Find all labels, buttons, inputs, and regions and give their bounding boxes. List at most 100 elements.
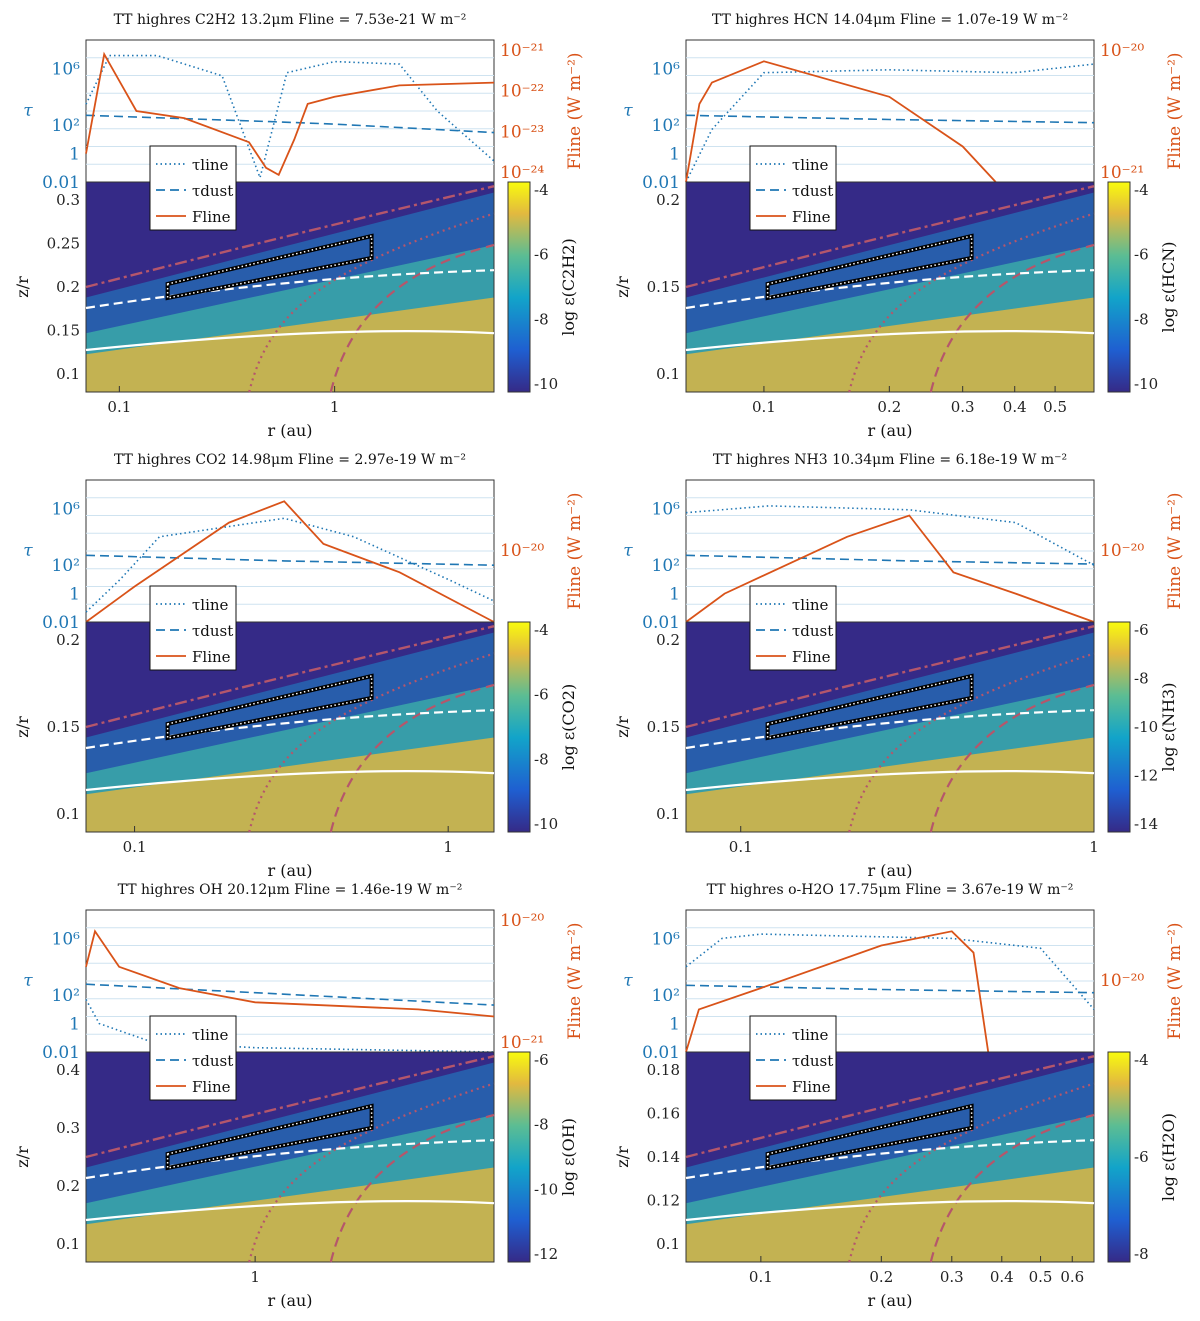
panel-co2: TT highres CO2 14.98μm Fline = 2.97e-19 …	[13, 452, 585, 880]
surface-solid-white	[85, 330, 495, 352]
panel-hcn: TT highres HCN 14.04μm Fline = 1.07e-19 …	[613, 12, 1185, 440]
panel-nh3: TT highres NH3 10.34μm Fline = 6.18e-19 …	[613, 452, 1185, 880]
flux-axis-label: Fline (W m⁻²)	[565, 922, 585, 1039]
tau-tick-label: 10⁶	[52, 59, 81, 79]
flux-tick-label: 10⁻²¹	[500, 1033, 544, 1053]
x-tick-label: 0.2	[877, 398, 901, 416]
x-tick-label: 0.1	[749, 1268, 773, 1286]
panel-title: TT highres OH 20.12μm Fline = 1.46e-19 W…	[118, 882, 463, 898]
flux-axis-label: Fline (W m⁻²)	[1165, 492, 1185, 609]
colorbar	[507, 181, 531, 393]
colorbar-tick-label: -4	[534, 181, 549, 199]
x-tick-label: 1	[250, 1268, 260, 1286]
tau-axis-label: τ	[23, 101, 33, 121]
x-tick-label: 0.2	[869, 1268, 893, 1286]
tau-tick-label: 10²	[652, 116, 680, 136]
colorbar	[1107, 181, 1131, 393]
colorbar-label: log ε(NH3)	[1159, 683, 1178, 772]
legend-tau-dust-label: τdust	[192, 622, 233, 640]
flux-tick-label: 10⁻²¹	[500, 41, 544, 61]
z-tick-label: 0.12	[647, 1192, 680, 1210]
emitting-region-dots	[166, 1105, 373, 1169]
legend-tau-line-label: τline	[192, 156, 229, 174]
z-axis-label: z/r	[613, 1146, 632, 1168]
tau-axis-label: τ	[23, 541, 33, 561]
colorbar-tick-label: -8	[1134, 670, 1149, 688]
colorbar-tick-label: -8	[534, 1116, 549, 1134]
x-axis-label: r (au)	[867, 1291, 912, 1310]
colorbar-tick-label: -6	[1134, 1148, 1149, 1166]
panel-h2o: TT highres o-H2O 17.75μm Fline = 3.67e-1…	[613, 882, 1185, 1310]
contour-dashed	[329, 243, 495, 393]
abundance-layer-inner	[86, 297, 494, 392]
x-tick-label: 0.3	[940, 1268, 964, 1286]
tau-dust-series	[685, 984, 1095, 994]
z-tick-label: 0.14	[647, 1148, 680, 1166]
colorbar-tick-label: -6	[534, 246, 549, 264]
contour-dashdot	[685, 185, 1095, 289]
x-tick-label: 0.5	[1043, 398, 1067, 416]
contour-dashdot	[685, 1055, 1095, 1159]
contour-dashed	[329, 683, 495, 833]
contour-dashdot	[85, 1055, 495, 1159]
f-line-series	[685, 514, 1095, 623]
legend-f-line-label: Fline	[192, 208, 231, 226]
legend-tau-line-label: τline	[792, 1026, 829, 1044]
tau-tick-label: 0.01	[642, 173, 680, 193]
emitting-region-dots	[766, 675, 973, 739]
tau-line-series	[85, 54, 495, 181]
flux-tick-label: 10⁻²⁰	[1100, 41, 1144, 61]
z-tick-label: 0.15	[647, 278, 680, 296]
tau-tick-label: 10²	[52, 116, 80, 136]
panel-oh: TT highres OH 20.12μm Fline = 1.46e-19 W…	[13, 882, 585, 1310]
z-tick-label: 0.15	[47, 718, 80, 736]
tau-one-dashed-white	[685, 1139, 1095, 1180]
z-tick-label: 0.1	[656, 1235, 680, 1253]
z-axis-label: z/r	[613, 716, 632, 738]
colorbar-tick-label: -10	[1134, 375, 1158, 393]
abundance-layer-inner	[686, 1167, 1094, 1262]
legend-tau-line-label: τline	[792, 156, 829, 174]
tau-one-dashed-white	[685, 709, 1095, 750]
panel-title: TT highres HCN 14.04μm Fline = 1.07e-19 …	[712, 12, 1068, 28]
x-axis-label: r (au)	[267, 421, 312, 440]
z-tick-label: 0.1	[656, 805, 680, 823]
tau-axis-label: τ	[623, 971, 633, 991]
surface-solid-white	[685, 1200, 1095, 1222]
tau-tick-label: 10⁶	[52, 499, 81, 519]
tau-dust-series	[85, 983, 495, 1006]
legend-f-line-label: Fline	[192, 648, 231, 666]
tau-tick-label: 1	[669, 1015, 680, 1035]
legend-tau-dust-label: τdust	[792, 1052, 833, 1070]
colorbar-tick-label: -4	[1134, 181, 1149, 199]
z-tick-label: 0.1	[56, 365, 80, 383]
z-tick-label: 0.1	[56, 1235, 80, 1253]
legend-tau-dust-label: τdust	[792, 182, 833, 200]
flux-tick-label: 10⁻²¹	[1100, 163, 1144, 183]
colorbar-tick-label: -8	[1134, 1245, 1149, 1263]
x-tick-label: 0.5	[1029, 1268, 1053, 1286]
panel-c2h2: TT highres C2H2 13.2μm Fline = 7.53e-21 …	[13, 12, 585, 440]
legend-tau-dust-label: τdust	[192, 182, 233, 200]
tau-tick-label: 10²	[652, 556, 680, 576]
x-tick-label: 1	[330, 398, 340, 416]
colorbar-label: log ε(HCN)	[1159, 241, 1178, 332]
tau-tick-label: 10²	[52, 986, 80, 1006]
colorbar-label: log ε(C2H2)	[559, 238, 578, 335]
x-tick-label: 0.6	[1060, 1268, 1084, 1286]
z-axis-label: z/r	[13, 716, 32, 738]
tau-dust-series	[685, 554, 1095, 565]
panel-title: TT highres NH3 10.34μm Fline = 6.18e-19 …	[713, 452, 1067, 468]
tau-tick-label: 10²	[652, 986, 680, 1006]
tau-tick-label: 1	[69, 1015, 80, 1035]
f-line-series	[685, 930, 990, 1053]
colorbar	[507, 621, 531, 833]
colorbar	[1107, 621, 1131, 833]
contour-dashdot	[85, 625, 495, 729]
panel-title: TT highres CO2 14.98μm Fline = 2.97e-19 …	[114, 452, 466, 468]
contour-dashdot	[85, 185, 495, 289]
legend-tau-line-label: τline	[192, 596, 229, 614]
f-line-series	[85, 51, 495, 177]
tau-tick-label: 10⁶	[52, 929, 81, 949]
